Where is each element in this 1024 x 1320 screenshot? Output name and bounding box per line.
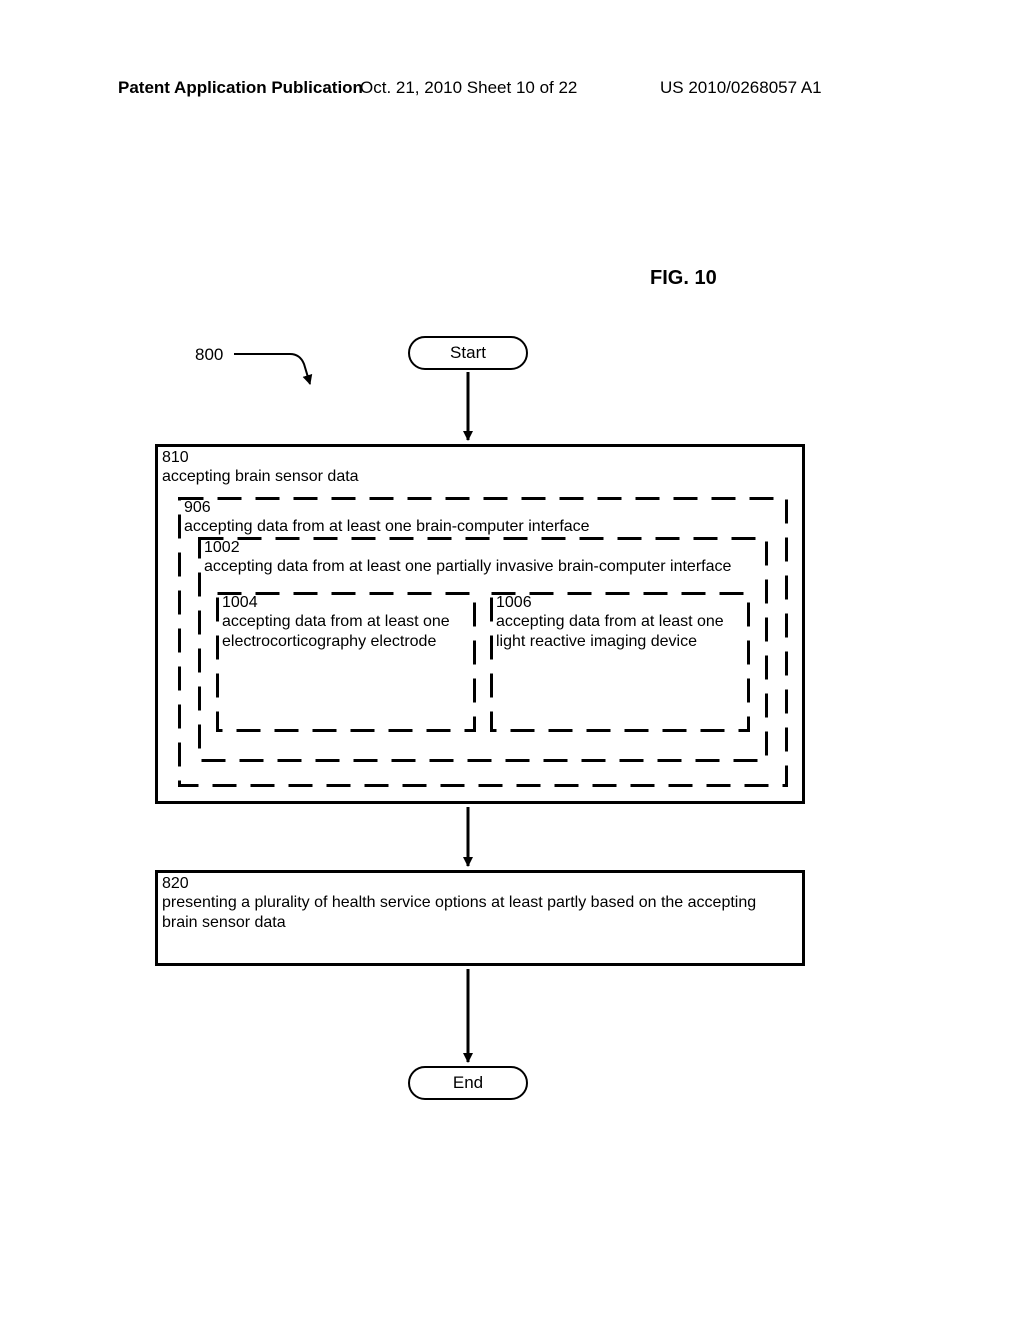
box-1006-text: accepting data from at least one light r… [496,612,741,653]
box-1004: 1004 accepting data from at least one el… [216,592,476,732]
header-left: Patent Application Publication [118,78,363,98]
box-810-text: accepting brain sensor data [162,467,359,487]
box-1006: 1006 accepting data from at least one li… [490,592,750,732]
process-number: 800 [195,345,223,364]
box-1004-number: 1004 [222,594,258,612]
box-1002-text: accepting data from at least one partial… [204,557,754,577]
box-820-number: 820 [162,875,189,893]
box-1002: 1002 accepting data from at least one pa… [198,537,768,762]
box-820: 820 presenting a plurality of health ser… [155,870,805,966]
box-1006-number: 1006 [496,594,532,612]
header-center: Oct. 21, 2010 Sheet 10 of 22 [360,78,577,98]
box-810: 810 accepting brain sensor data 906 acce… [155,444,805,804]
box-1002-number: 1002 [204,539,240,557]
figure-label: FIG. 10 [650,267,717,290]
box-906-text: accepting data from at least one brain-c… [184,517,774,537]
box-906-number: 906 [184,499,211,517]
header-right: US 2010/0268057 A1 [660,78,822,98]
leader-arrow-800 [234,354,310,384]
end-node: End [408,1066,528,1100]
process-number-label: 800 [195,345,223,365]
patent-figure-page: Patent Application Publication Oct. 21, … [0,0,1024,1320]
box-1004-text: accepting data from at least one electro… [222,612,467,653]
start-node: Start [408,336,528,370]
box-810-number: 810 [162,449,189,467]
box-906: 906 accepting data from at least one bra… [178,497,788,787]
box-820-text: presenting a plurality of health service… [162,893,792,934]
